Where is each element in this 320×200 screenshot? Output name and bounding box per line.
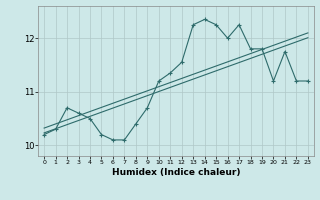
X-axis label: Humidex (Indice chaleur): Humidex (Indice chaleur) [112,168,240,177]
